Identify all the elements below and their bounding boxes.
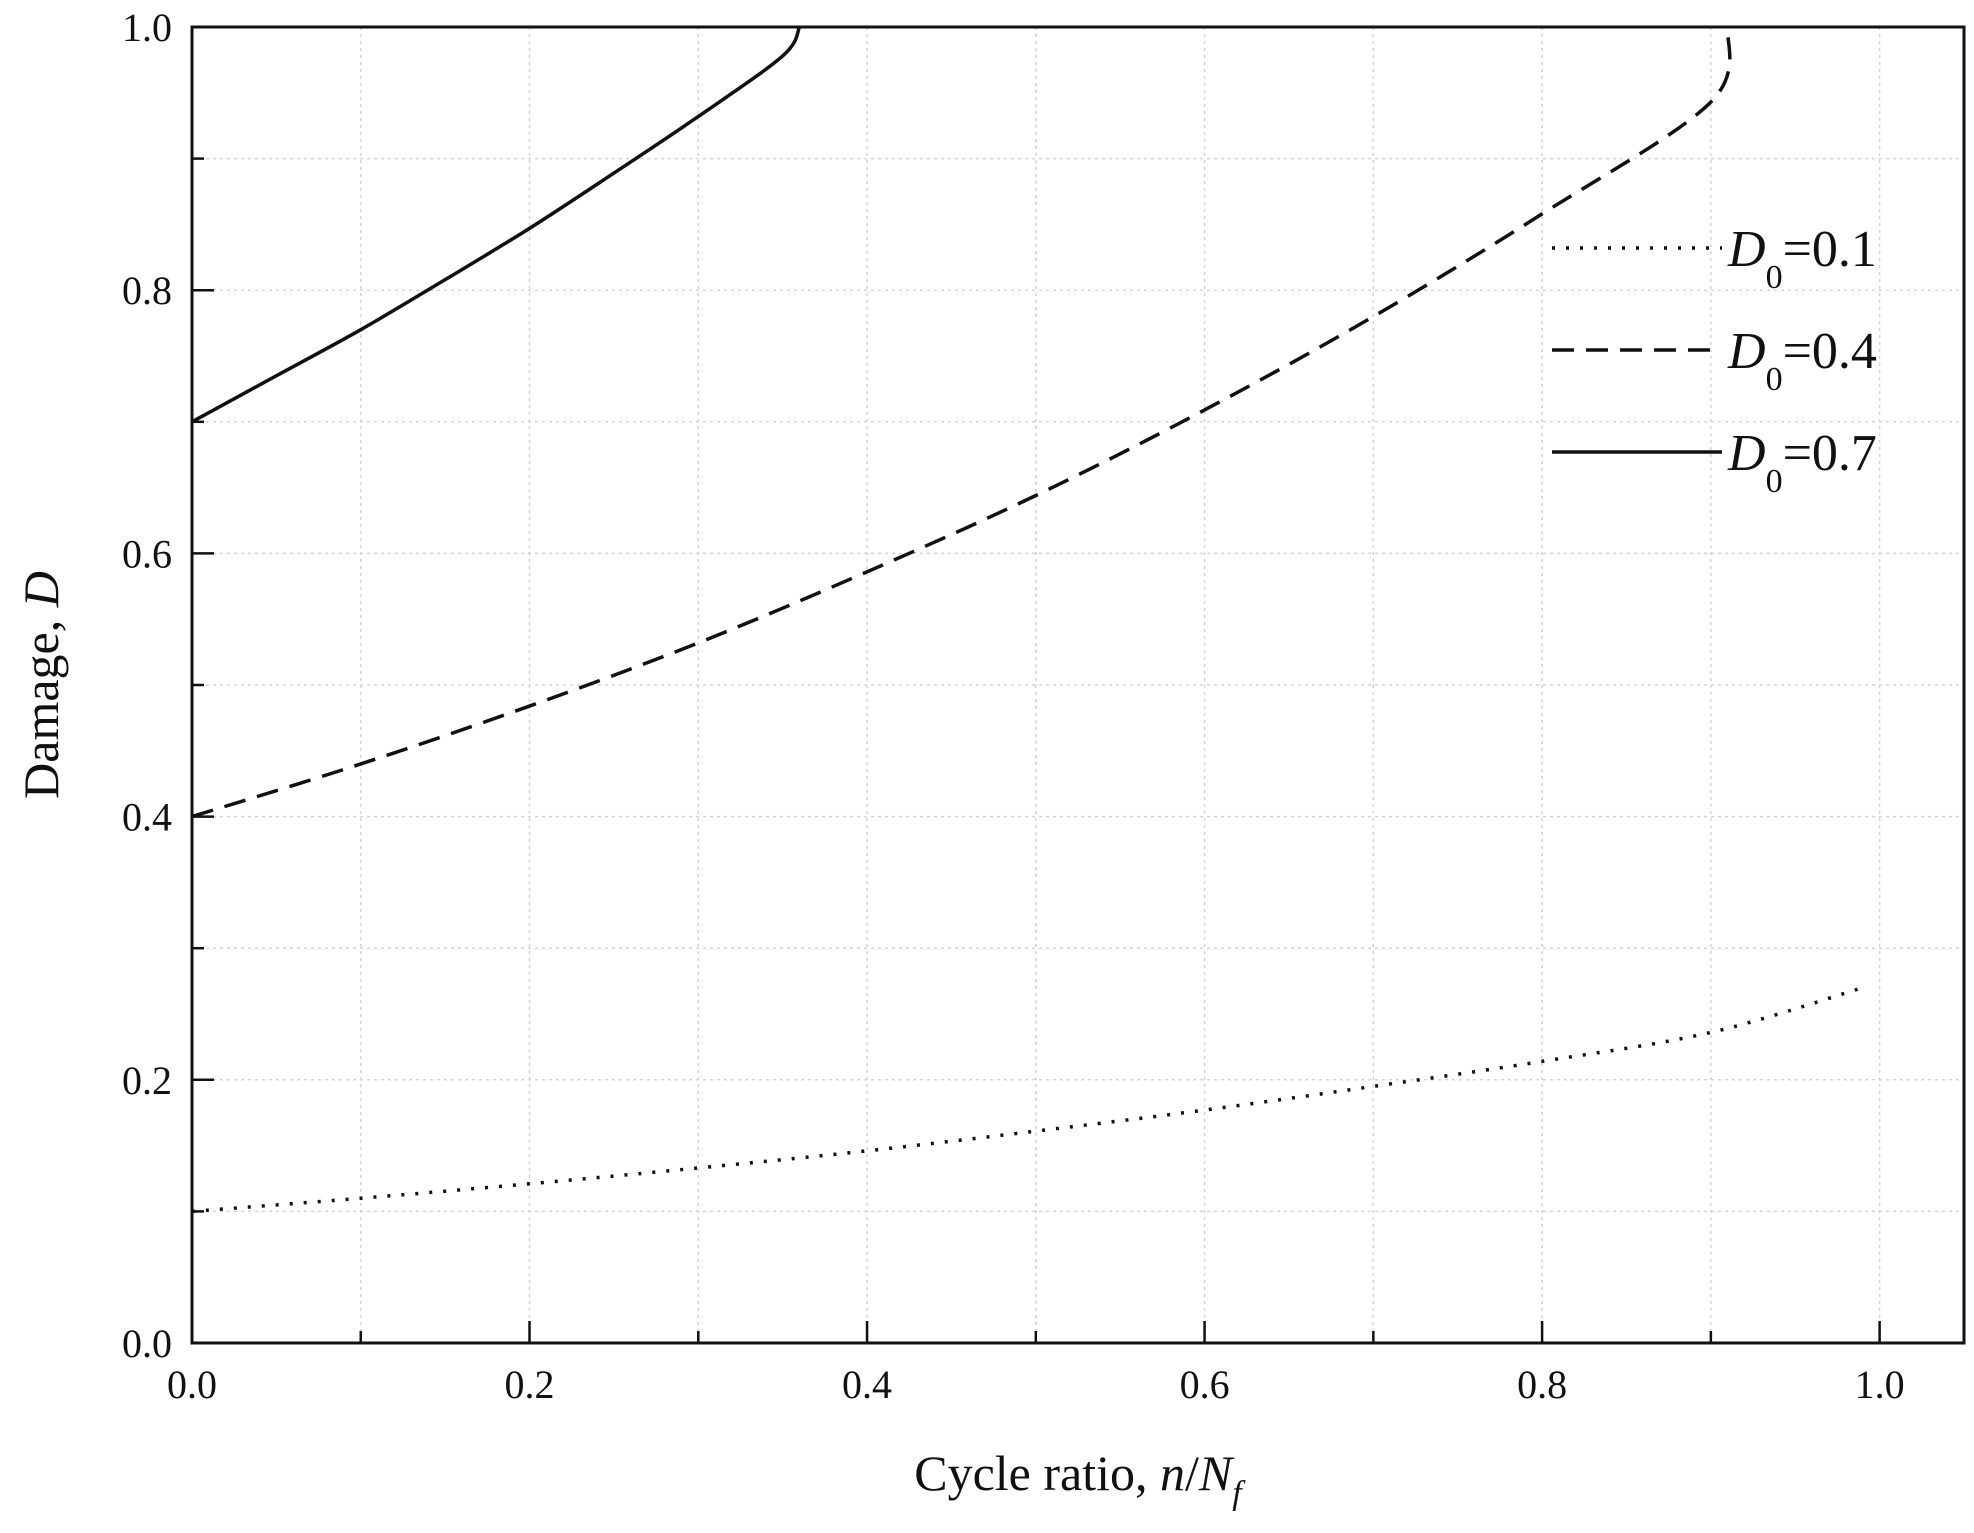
- y-tick-label: 0.4: [122, 795, 172, 840]
- x-axis-title: Cycle ratio, n/Nf: [914, 1445, 1246, 1512]
- series-line-dashed: [191, 26, 1732, 819]
- y-tick-label: 0.2: [122, 1058, 172, 1103]
- legend-sub: 0: [1766, 259, 1783, 296]
- axis-ticks: [190, 25, 1881, 1345]
- y-tick-label: 0.8: [122, 268, 172, 313]
- y-axis-title: Damage, D: [13, 571, 69, 799]
- legend-value: =0.1: [1783, 221, 1877, 278]
- x-tick-label: 0.6: [1180, 1362, 1230, 1407]
- x-tick-label: 0.8: [1517, 1362, 1567, 1407]
- y-tick-label: 1.0: [122, 5, 172, 50]
- series-line-dotted: [191, 986, 1864, 1214]
- y-tick-label: 0.6: [122, 531, 172, 576]
- y-tick-label: 0.0: [122, 1321, 172, 1366]
- legend-var: D: [1727, 425, 1766, 482]
- series-lines: [191, 26, 1864, 1214]
- legend: D0=0.1D0=0.4D0=0.7: [1552, 221, 1877, 500]
- x-tick-label: 0.2: [505, 1362, 555, 1407]
- grid-lines: [192, 27, 1964, 1343]
- legend-label: D0=0.4: [1727, 323, 1877, 398]
- legend-label: D0=0.7: [1727, 425, 1877, 500]
- legend-value: =0.4: [1783, 323, 1877, 380]
- legend-label: D0=0.1: [1727, 221, 1877, 296]
- x-tick-label: 0.0: [167, 1362, 217, 1407]
- legend-sub: 0: [1766, 361, 1783, 398]
- x-tick-label: 0.4: [842, 1362, 892, 1407]
- legend-var: D: [1727, 221, 1766, 278]
- legend-var: D: [1727, 323, 1766, 380]
- legend-value: =0.7: [1783, 425, 1877, 482]
- tick-labels: 0.0 0.2 0.4 0.6 0.8 1.0 0.0 0.2 0.4 0.6 0.8 1.0: [122, 5, 1905, 1407]
- x-tick-label: 1.0: [1855, 1362, 1905, 1407]
- series-line-solid: [191, 26, 802, 424]
- legend-sub: 0: [1766, 463, 1783, 500]
